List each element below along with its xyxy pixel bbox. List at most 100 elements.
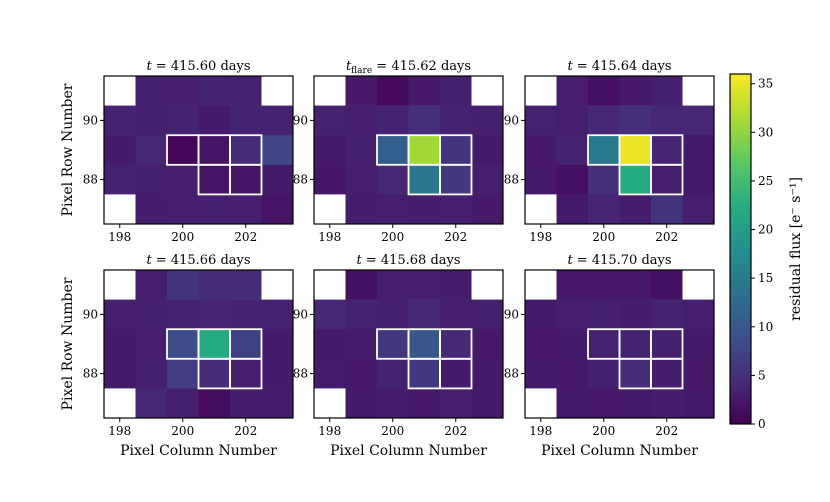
y-tick-label: 90 [293, 113, 308, 127]
heatmap-cell [588, 299, 620, 330]
heatmap-cell [314, 388, 346, 419]
heatmap-cell [440, 135, 472, 166]
heatmap-cell [408, 105, 441, 136]
heatmap-cell [314, 194, 346, 225]
panel-title: t = 415.70 days [567, 253, 671, 268]
heatmap-cell [135, 270, 168, 300]
heatmap-cell [345, 135, 378, 166]
heatmap-cell [261, 164, 294, 195]
x-tick-label: 198 [318, 230, 341, 244]
heatmap-cell [440, 329, 472, 360]
heatmap-cell [230, 388, 262, 419]
heatmap-cell [588, 358, 620, 389]
heatmap-cell [135, 388, 168, 419]
heatmap-cell [377, 105, 409, 136]
heatmap-cell [556, 164, 589, 195]
heatmap-cell [167, 270, 199, 300]
heatmap-cell [588, 135, 620, 166]
heatmap-cell [525, 329, 557, 360]
heatmap-cell [556, 329, 589, 360]
heatmap-cell [619, 388, 652, 419]
colorbar-tick-label: 10 [758, 320, 773, 334]
heatmap-cell [345, 329, 378, 360]
x-tick-label: 202 [655, 424, 678, 438]
aperture-pixel [439, 163, 473, 196]
heatmap-cell [314, 76, 346, 106]
colorbar-tick-label: 35 [758, 77, 773, 91]
heatmap-cell [619, 194, 652, 225]
x-tick-label: 198 [108, 230, 131, 244]
panel-frame [313, 75, 504, 225]
y-tick-label: 90 [504, 113, 519, 127]
y-tick-label: 90 [293, 307, 308, 321]
heatmap-cell [682, 76, 715, 106]
aperture-pixel [650, 163, 684, 196]
aperture-pixel [229, 163, 263, 196]
x-tick-label: 202 [444, 424, 467, 438]
heatmap-cell [104, 194, 136, 225]
x-tick-label: 200 [592, 230, 615, 244]
heatmap-cell [651, 76, 683, 106]
panel-frame [524, 75, 715, 225]
heatmap-cell [440, 358, 472, 389]
heatmap-cell [682, 164, 715, 195]
heatmap-cell [230, 329, 262, 360]
heatmap-cell [230, 76, 262, 106]
heatmap-cell [345, 388, 378, 419]
heatmap-cell [525, 76, 557, 106]
heatmap-cell [167, 388, 199, 419]
heatmap-cell [377, 135, 409, 166]
y-tick-label: 88 [504, 173, 519, 187]
heatmap-cell [440, 388, 472, 419]
heatmap-cell [135, 164, 168, 195]
heatmap-cell [135, 105, 168, 136]
heatmap-cell [314, 164, 346, 195]
heatmap-cell [314, 358, 346, 389]
heatmap-cell [525, 388, 557, 419]
heatmap-cell [556, 388, 589, 419]
heatmap-cell [261, 270, 294, 300]
heatmap-cell [682, 270, 715, 300]
heatmap-cell [471, 270, 504, 300]
heatmap-cell [408, 164, 441, 195]
heatmap-cell [408, 194, 441, 225]
heatmap-cell [167, 299, 199, 330]
x-axis-label: Pixel Column Number [120, 443, 277, 459]
colorbar-tick-label: 30 [758, 125, 773, 139]
aperture-pixel [229, 357, 263, 390]
heatmap-cell [377, 329, 409, 360]
heatmap-cell [440, 194, 472, 225]
x-tick-label: 200 [171, 230, 194, 244]
heatmap-cell [651, 164, 683, 195]
x-tick-label: 200 [592, 424, 615, 438]
heatmap-cell [314, 135, 346, 166]
panel-title: t = 415.66 days [146, 253, 250, 268]
heatmap-cell [651, 105, 683, 136]
heatmap-cell [471, 358, 504, 389]
heatmap-cell [377, 194, 409, 225]
heatmap-panel: 198 200 202 88 90 t = 415.60 days [83, 59, 294, 244]
y-axis-label: Pixel Row Number [60, 83, 76, 216]
heatmap-cell [408, 270, 441, 300]
colorbar-gradient [729, 73, 752, 425]
heatmap-cell [314, 105, 346, 136]
heatmap-cell [619, 299, 652, 330]
heatmap-cell [525, 270, 557, 300]
heatmap-cell [471, 299, 504, 330]
heatmap-cell [525, 135, 557, 166]
heatmap-cell [314, 329, 346, 360]
heatmap-cell [556, 270, 589, 300]
x-tick-label: 202 [655, 230, 678, 244]
heatmap-cell [261, 135, 294, 166]
panel-frame [103, 269, 294, 419]
heatmap-cell [525, 105, 557, 136]
heatmap-cell [619, 358, 652, 389]
panel-frame [524, 269, 715, 419]
heatmap-cell [230, 194, 262, 225]
heatmap-cell [198, 105, 231, 136]
heatmap-cell [345, 194, 378, 225]
panel-title: t = 415.68 days [356, 253, 460, 268]
heatmap-panel: 198 200 202 88 90 t = 415.66 days [83, 253, 294, 438]
heatmap-cell [525, 299, 557, 330]
